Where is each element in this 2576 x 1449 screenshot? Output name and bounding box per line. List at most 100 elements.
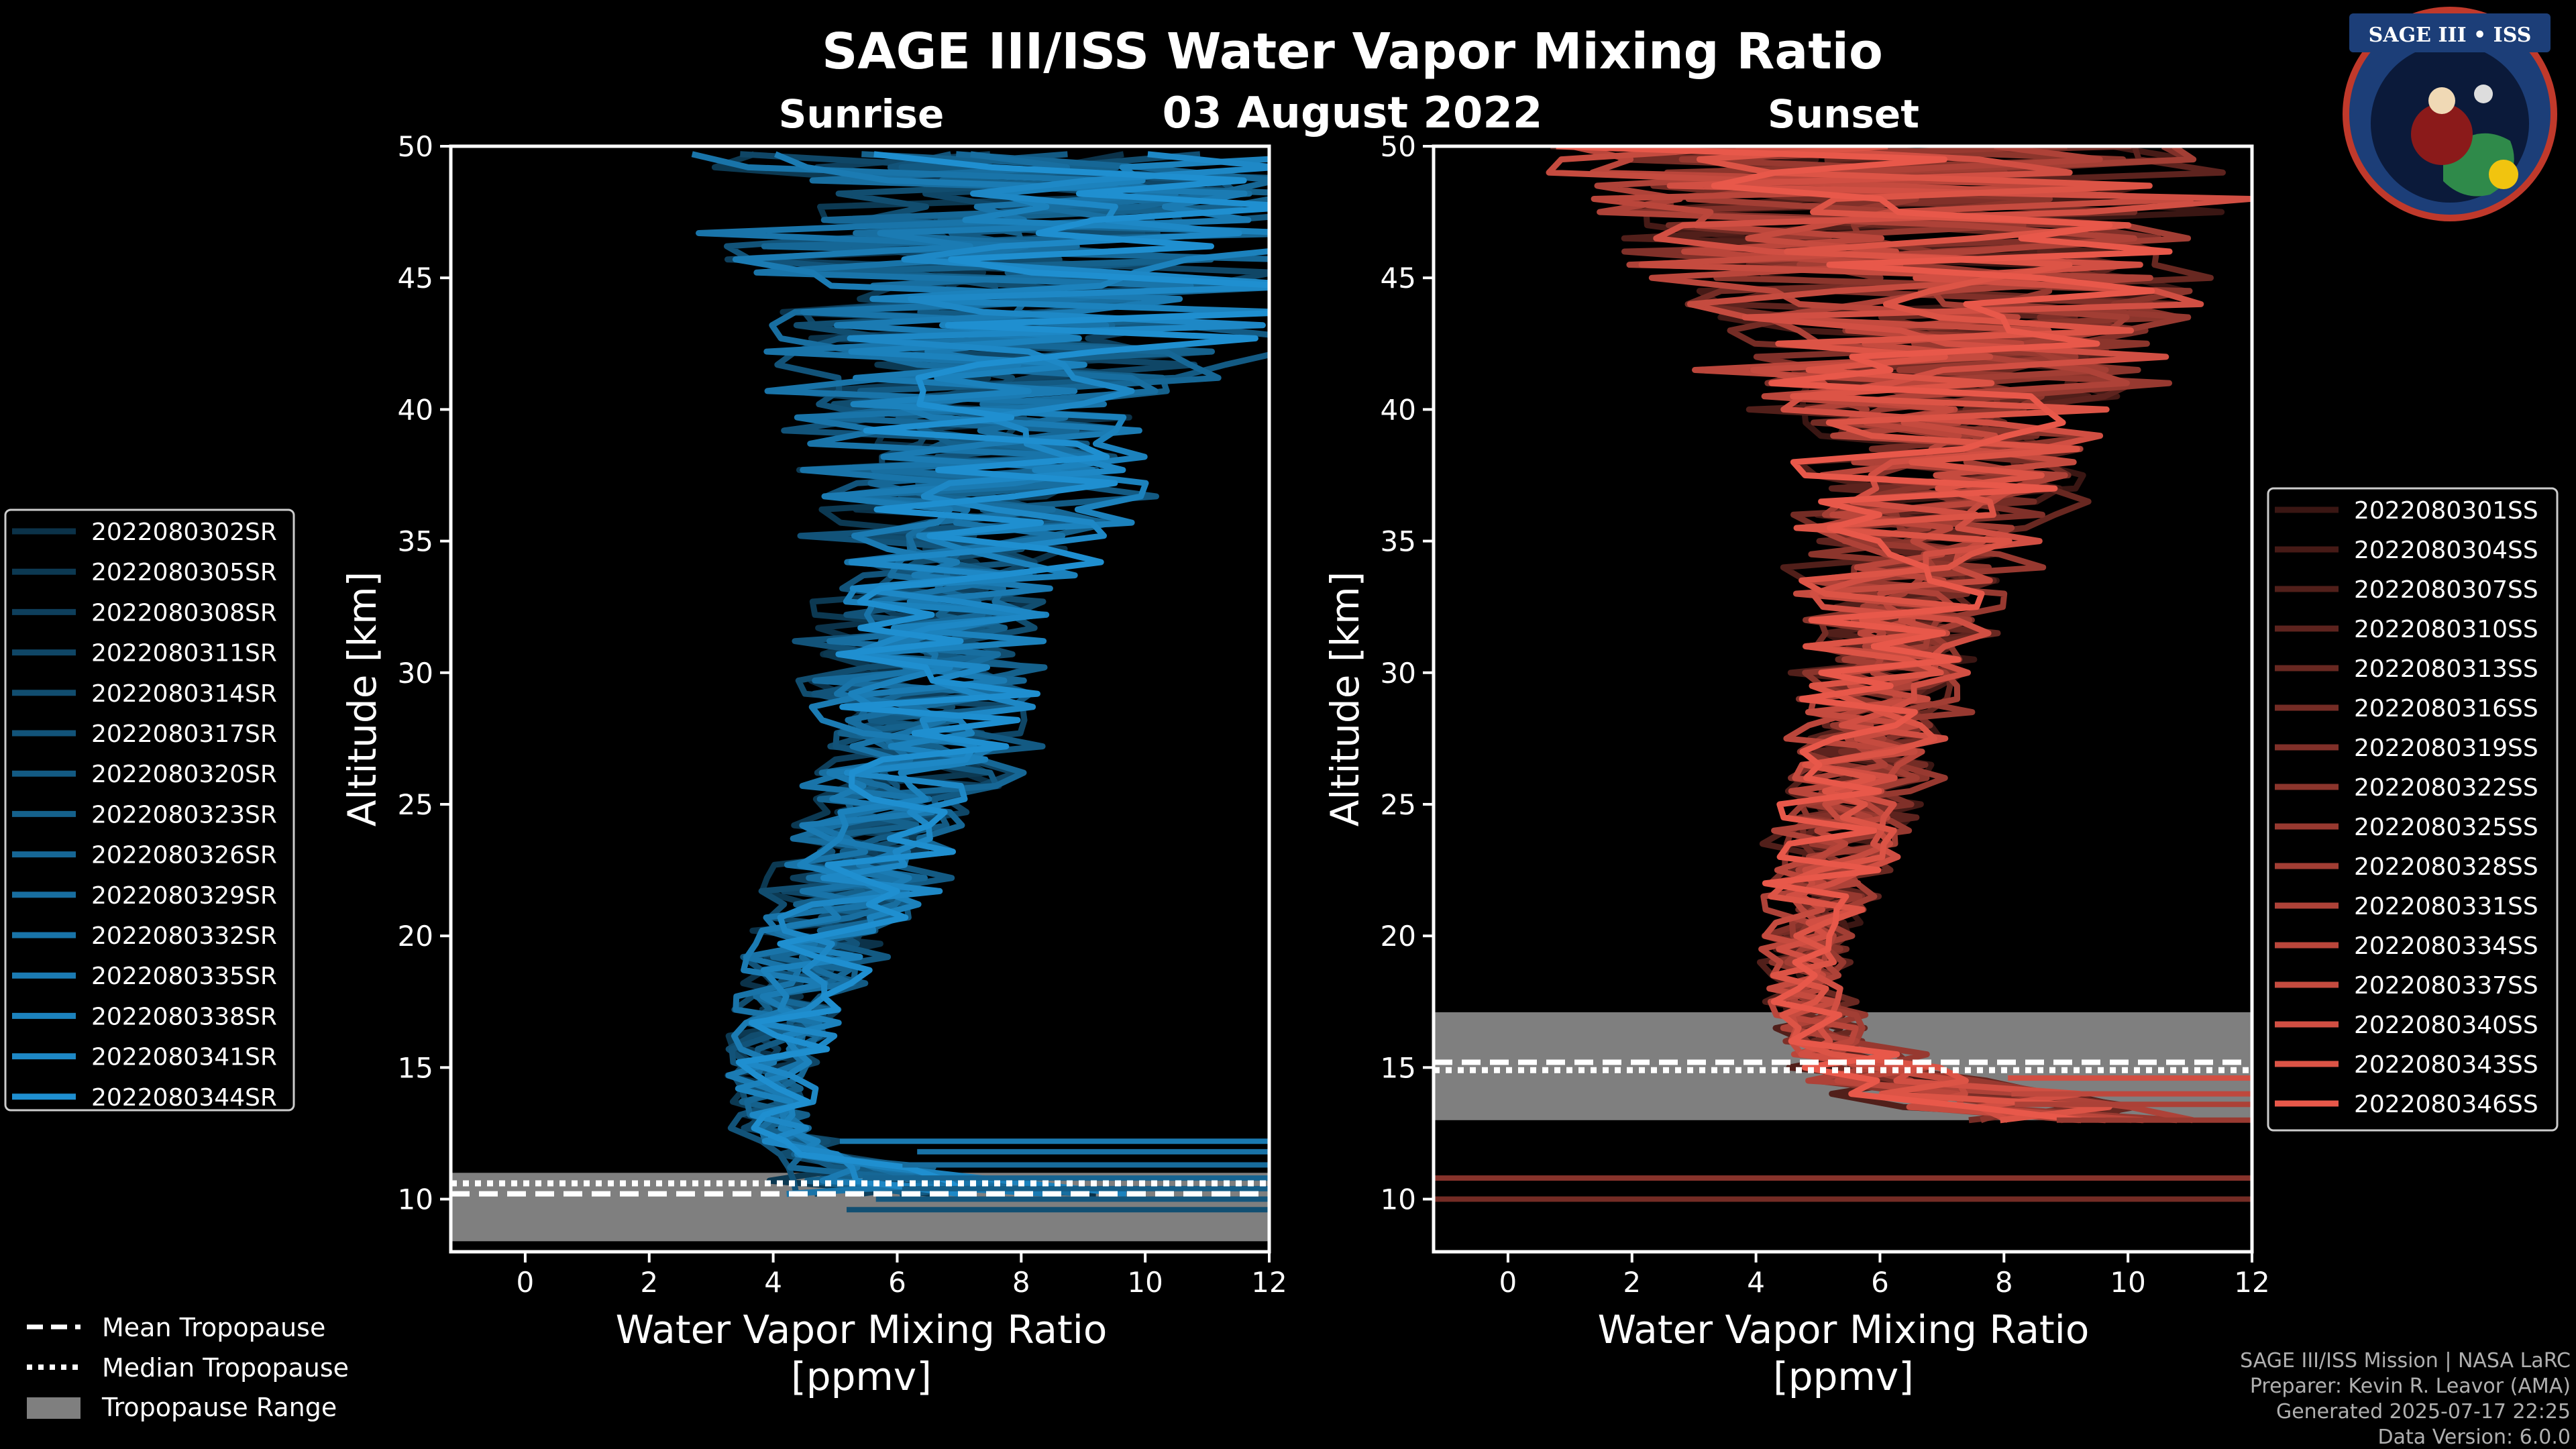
sunset-legend: 2022080301SS 2022080304SS 2022080307SS 2022… <box>2267 487 2559 1132</box>
sr-x-tick-label: 2 <box>640 1266 658 1299</box>
sunrise-x-axis-units: [ppmv] <box>791 1354 932 1399</box>
ss-y-tick-label: 20 <box>1381 920 1416 953</box>
sr-y-tick-label: 25 <box>398 788 433 821</box>
credit-generated: Generated 2025-07-17 22:25 <box>2276 1400 2571 1424</box>
ss-y-tick-label: 25 <box>1381 788 1416 821</box>
tropopause-range-swatch <box>27 1397 80 1419</box>
sunrise-x-axis-label: Water Vapor Mixing Ratio <box>616 1307 1108 1352</box>
ss-legend-label: 2022080304SS <box>2354 537 2538 564</box>
sr-legend-label: 2022080305SR <box>91 559 277 586</box>
sr-legend-label: 2022080311SR <box>91 640 277 667</box>
sunset-x-axis-units: [ppmv] <box>1773 1354 1914 1399</box>
sr-x-tick-label: 10 <box>1127 1266 1163 1299</box>
sr-legend-label: 2022080314SR <box>91 680 277 708</box>
sr-y-tick-label: 50 <box>398 130 433 163</box>
ss-legend-label: 2022080331SS <box>2354 893 2538 920</box>
patch-figure-head <box>2428 87 2455 114</box>
ss-legend-label: 2022080310SS <box>2354 616 2538 643</box>
ss-y-tick-label: 40 <box>1381 393 1416 426</box>
sr-profile-2022080332SR <box>691 151 1194 1197</box>
credits: SAGE III/ISS Mission | NASA LaRC Prepare… <box>2240 1349 2571 1449</box>
sr-y-tick-label: 30 <box>398 657 433 690</box>
ss-y-tick-label: 15 <box>1381 1051 1416 1084</box>
sunset-x-ticks: 0 2 4 6 8 10 12 <box>1499 1252 2270 1299</box>
ss-legend-label: 2022080334SS <box>2354 932 2538 960</box>
sr-legend-label: 2022080329SR <box>91 882 277 910</box>
sr-legend-label: 2022080326SR <box>91 842 277 869</box>
sunset-plot-area <box>1434 146 2252 1252</box>
patch-banner <box>2349 13 2551 52</box>
sunrise-x-ticks: 0 2 4 6 8 10 12 <box>517 1252 1287 1299</box>
ss-legend-label: 2022080316SS <box>2354 695 2538 722</box>
sunset-y-axis-label: Altitude [km] <box>1322 572 1368 826</box>
ss-y-tick-label: 50 <box>1381 130 1416 163</box>
sr-x-tick-label: 6 <box>888 1266 906 1299</box>
sunrise-legend: 2022080302SR 2022080305SR 2022080308SR 2022… <box>4 508 295 1112</box>
sr-x-tick-label: 0 <box>517 1266 535 1299</box>
sunrise-panel-title: Sunrise <box>779 91 945 137</box>
sr-y-tick-label: 10 <box>398 1183 433 1216</box>
ss-x-tick-label: 12 <box>2234 1266 2269 1299</box>
ss-y-tick-label: 30 <box>1381 657 1416 690</box>
sr-legend-label: 2022080338SR <box>91 1003 277 1030</box>
sunrise-axes-frame <box>449 144 1271 1254</box>
sr-profile-2022080344SR <box>735 151 1269 1197</box>
tropopause-legend: Mean Tropopause Median Tropopause Tropop… <box>27 1313 349 1422</box>
sr-legend-label: 2022080323SR <box>91 801 277 828</box>
sr-y-tick-label: 15 <box>398 1051 433 1084</box>
figure-date: 03 August 2022 <box>1163 89 1543 138</box>
patch-sun <box>2489 160 2518 189</box>
sunrise-plot-area <box>451 146 1269 1252</box>
sunrise-y-axis-label: Altitude [km] <box>339 572 385 826</box>
sr-legend-label: 2022080320SR <box>91 761 277 788</box>
ss-legend-label: 2022080328SS <box>2354 853 2538 881</box>
sr-y-tick-label: 40 <box>398 393 433 426</box>
sr-x-tick-label: 4 <box>764 1266 782 1299</box>
sunrise-panel: 0 2 4 6 8 10 12 10 15 20 25 30 35 40 45 50 Water Vapor… <box>339 130 1287 1399</box>
ss-legend-label: 2022080313SS <box>2354 655 2538 683</box>
tropopause-range-label: Tropopause Range <box>101 1393 337 1422</box>
sr-legend-label: 2022080344SR <box>91 1084 277 1112</box>
sunset-x-axis-label: Water Vapor Mixing Ratio <box>1598 1307 2090 1352</box>
median-tropopause-label: Median Tropopause <box>102 1353 349 1383</box>
sr-y-tick-label: 20 <box>398 920 433 953</box>
sunrise-legend-frame <box>4 508 295 1112</box>
sr-legend-label: 2022080335SR <box>91 963 277 990</box>
ss-legend-label: 2022080340SS <box>2354 1012 2538 1039</box>
figure-title: SAGE III/ISS Water Vapor Mixing Ratio <box>822 23 1883 80</box>
patch-figure-robe <box>2411 103 2473 165</box>
ss-legend-label: 2022080346SS <box>2354 1091 2538 1118</box>
sunset-panel: 0 2 4 6 8 10 12 10 15 20 25 30 35 40 45 50 Water Vapor… <box>1322 130 2270 1399</box>
sr-x-tick-label: 8 <box>1012 1266 1030 1299</box>
credit-data-version: Data Version: 6.0.0 <box>2378 1426 2571 1449</box>
ss-x-tick-label: 0 <box>1499 1266 1517 1299</box>
ss-x-tick-label: 8 <box>1995 1266 2013 1299</box>
sr-legend-label: 2022080308SR <box>91 599 277 627</box>
sr-legend-label: 2022080332SR <box>91 922 277 950</box>
ss-y-tick-label: 45 <box>1381 262 1416 294</box>
ss-legend-label: 2022080325SS <box>2354 814 2538 841</box>
sr-legend-label: 2022080341SR <box>91 1044 277 1071</box>
ss-legend-label: 2022080319SS <box>2354 735 2538 762</box>
ss-legend-label: 2022080301SS <box>2354 497 2538 525</box>
credit-preparer: Preparer: Kevin R. Leavor (AMA) <box>2250 1375 2571 1398</box>
sunset-legend-frame <box>2267 487 2559 1132</box>
ss-profile-2022080346SS <box>1556 146 2173 1124</box>
ss-y-tick-label: 35 <box>1381 525 1416 558</box>
ss-legend-label: 2022080337SS <box>2354 972 2538 1000</box>
credit-mission: SAGE III/ISS Mission | NASA LaRC <box>2240 1349 2571 1373</box>
ss-legend-label: 2022080322SS <box>2354 774 2538 802</box>
ss-profile-2022080334SS <box>1570 146 2143 1124</box>
ss-x-tick-label: 4 <box>1747 1266 1765 1299</box>
sr-legend-label: 2022080302SR <box>91 519 277 546</box>
sunset-panel-title: Sunset <box>1768 91 1919 137</box>
sunset-axes-frame <box>1432 144 2254 1254</box>
ss-x-tick-label: 10 <box>2110 1266 2145 1299</box>
sr-y-tick-label: 35 <box>398 525 433 558</box>
sunrise-y-ticks: 10 15 20 25 30 35 40 45 50 <box>398 130 451 1216</box>
ss-x-tick-label: 6 <box>1871 1266 1889 1299</box>
mean-tropopause-label: Mean Tropopause <box>102 1313 325 1342</box>
ss-y-tick-label: 10 <box>1381 1183 1416 1216</box>
sr-x-tick-label: 12 <box>1251 1266 1287 1299</box>
